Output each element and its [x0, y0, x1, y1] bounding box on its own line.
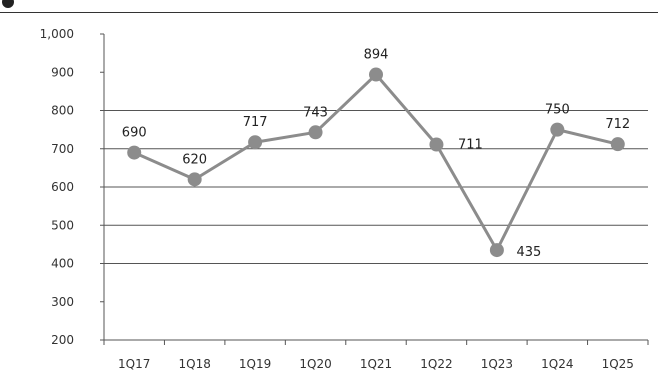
y-tick-label-400: 400 [51, 257, 74, 271]
y-axis-ticks: 200 300 400 500 600 700 800 900 1,000 [40, 27, 104, 347]
data-point-1Q23 [489, 243, 504, 258]
x-tick-label-1Q18: 1Q18 [178, 357, 210, 371]
y-tick-label-900: 900 [51, 65, 74, 79]
x-tick-label-1Q25: 1Q25 [602, 357, 634, 371]
data-label-1Q25: 712 [605, 117, 630, 132]
data-label-1Q18: 620 [182, 152, 207, 167]
x-tick-label-1Q24: 1Q24 [541, 357, 573, 371]
data-label-1Q20: 743 [303, 105, 328, 120]
data-point-1Q25 [610, 137, 625, 152]
y-tick-label-600: 600 [51, 180, 74, 194]
data-label-1Q23: 435 [516, 245, 541, 260]
data-point-1Q21 [369, 67, 383, 82]
data-label-1Q19: 717 [243, 115, 268, 130]
data-point-1Q20 [308, 125, 323, 140]
data-label-1Q21: 894 [364, 48, 389, 63]
header-rule [0, 12, 658, 13]
x-tick-label-1Q21: 1Q21 [360, 357, 392, 371]
y-tick-label-500: 500 [51, 218, 74, 232]
data-points [127, 67, 625, 258]
gridlines [104, 110, 648, 264]
data-point-1Q24 [550, 122, 565, 137]
title-bullet-icon [2, 0, 14, 8]
x-tick-label-1Q23: 1Q23 [481, 357, 513, 371]
y-tick-label-300: 300 [51, 295, 74, 309]
data-point-1Q19 [248, 135, 263, 150]
data-label-1Q17: 690 [122, 126, 147, 141]
data-point-1Q17 [127, 145, 142, 160]
y-tick-label-700: 700 [51, 142, 74, 156]
x-axis-ticks: 1Q17 1Q18 1Q19 1Q20 1Q21 1Q22 1Q23 1Q24 1Q25 [103, 340, 649, 371]
data-point-1Q18 [187, 172, 202, 187]
data-label-1Q22: 711 [458, 138, 483, 153]
data-label-1Q24: 750 [545, 103, 570, 118]
x-tick-label-1Q20: 1Q20 [299, 357, 331, 371]
x-tick-label-1Q19: 1Q19 [239, 357, 271, 371]
y-tick-label-1000: 1,000 [40, 27, 74, 41]
data-point-1Q22 [429, 137, 444, 152]
x-tick-label-1Q22: 1Q22 [420, 357, 452, 371]
data-labels: 690 620 717 743 894 711 435 750 712 [122, 48, 630, 261]
x-tick-label-1Q17: 1Q17 [118, 357, 150, 371]
y-tick-label-800: 800 [51, 104, 74, 118]
y-tick-label-200: 200 [51, 333, 74, 347]
